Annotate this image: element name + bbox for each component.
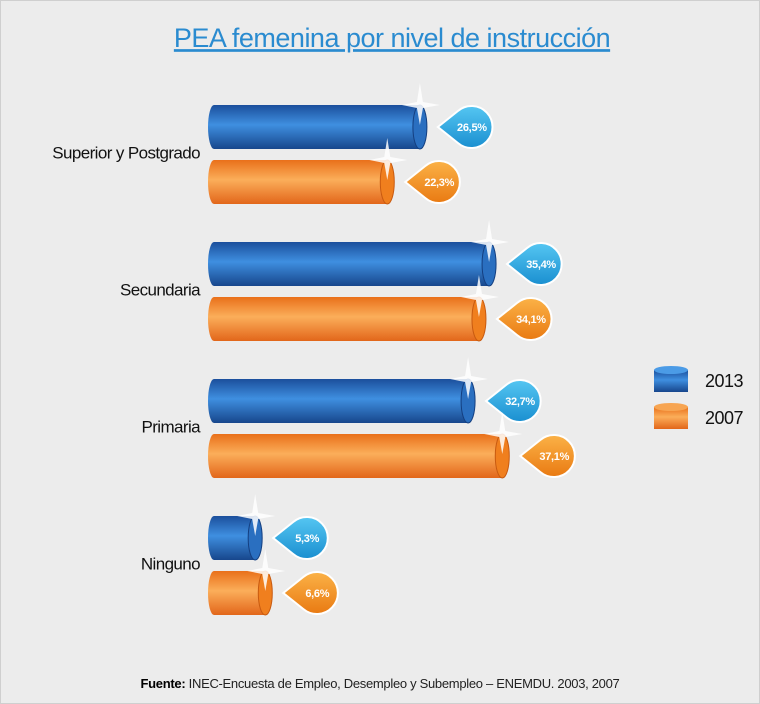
source-label: Fuente:: [141, 676, 186, 691]
legend-swatch: [654, 407, 688, 429]
category-label: Superior y Postgrado: [52, 143, 200, 162]
legend-label: 2007: [705, 408, 744, 428]
sparkle: [450, 357, 489, 399]
sparkle: [247, 549, 286, 591]
value-label: 35,4%: [526, 259, 556, 271]
value-badge: [484, 379, 542, 423]
value-badge: [505, 242, 563, 286]
source: Fuente: INEC-Encuesta de Empleo, Desempl…: [141, 676, 620, 691]
sparkle: [471, 220, 510, 262]
legend-swatch: [654, 370, 688, 392]
value-label: 26,5%: [457, 122, 487, 134]
value-label: 32,7%: [505, 396, 535, 408]
legend-label: 2013: [705, 371, 744, 391]
legend-swatch-top: [654, 403, 688, 411]
bar: [214, 379, 469, 423]
sparkle: [484, 412, 523, 454]
category-label: Primaria: [142, 417, 202, 436]
source-text: INEC-Encuesta de Empleo, Desempleo y Sub…: [189, 676, 620, 691]
value-badge: [403, 160, 461, 204]
bar: [214, 571, 266, 615]
value-label: 37,1%: [539, 451, 569, 463]
value-label: 5,3%: [295, 533, 319, 545]
value-label: 34,1%: [516, 314, 546, 326]
value-label: 6,6%: [305, 588, 329, 600]
value-badge: [436, 105, 494, 149]
category-label: Ninguno: [141, 554, 200, 573]
sparkle: [369, 138, 408, 180]
bar: [214, 105, 420, 149]
value-badge: [518, 434, 576, 478]
bar: [214, 297, 479, 341]
value-badge: [271, 516, 329, 560]
sparkle: [237, 494, 276, 536]
value-badge: [495, 297, 553, 341]
chart-title: PEA femenina por nivel de instrucción: [174, 23, 610, 53]
sparkle: [401, 83, 440, 125]
bar: [214, 242, 490, 286]
sparkle: [460, 275, 499, 317]
value-label: 22,3%: [424, 177, 454, 189]
category-label: Secundaria: [120, 280, 201, 299]
bar: [214, 434, 503, 478]
bar: [214, 160, 388, 204]
legend-swatch-top: [654, 366, 688, 374]
value-badge: [281, 571, 339, 615]
